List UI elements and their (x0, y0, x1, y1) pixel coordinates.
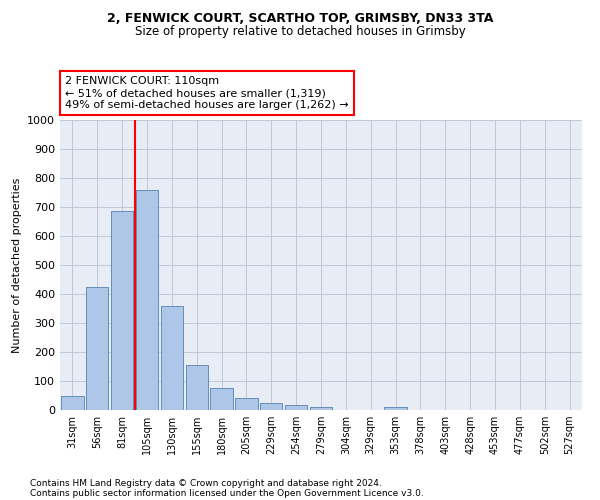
Bar (111, 212, 133, 410)
Bar (185, 365, 208, 410)
Bar (61, 396, 83, 410)
Bar (136, 190, 158, 410)
Text: 2 FENWICK COURT: 110sqm
← 51% of detached houses are smaller (1,319)
49% of semi: 2 FENWICK COURT: 110sqm ← 51% of detache… (65, 76, 349, 110)
Bar (235, 398, 257, 410)
Text: Contains HM Land Registry data © Crown copyright and database right 2024.: Contains HM Land Registry data © Crown c… (30, 478, 382, 488)
Bar (310, 407, 332, 410)
Text: Size of property relative to detached houses in Grimsby: Size of property relative to detached ho… (134, 25, 466, 38)
Bar (260, 403, 283, 410)
Bar (385, 407, 407, 410)
Bar (161, 306, 183, 410)
Y-axis label: Number of detached properties: Number of detached properties (11, 178, 22, 352)
Text: Contains public sector information licensed under the Open Government Licence v3: Contains public sector information licen… (30, 488, 424, 498)
Bar (211, 388, 233, 410)
Text: 2, FENWICK COURT, SCARTHO TOP, GRIMSBY, DN33 3TA: 2, FENWICK COURT, SCARTHO TOP, GRIMSBY, … (107, 12, 493, 26)
Bar (285, 405, 307, 410)
Bar (86, 287, 109, 410)
